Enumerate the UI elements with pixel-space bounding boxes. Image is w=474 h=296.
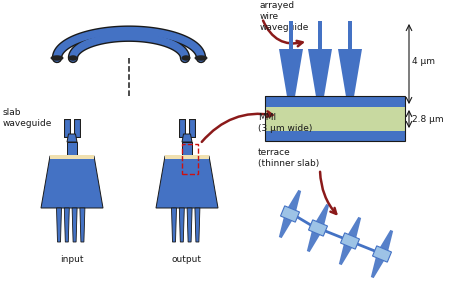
Ellipse shape	[194, 55, 208, 61]
Polygon shape	[309, 220, 328, 236]
Text: slab
waveguide: slab waveguide	[3, 108, 52, 128]
Polygon shape	[182, 134, 192, 142]
Polygon shape	[165, 155, 209, 159]
Bar	[182, 142, 192, 156]
Bar	[67, 142, 77, 156]
Bar	[318, 21, 322, 49]
Polygon shape	[339, 244, 352, 265]
Polygon shape	[373, 246, 392, 262]
Bar	[182, 144, 198, 174]
Polygon shape	[80, 208, 85, 242]
Polygon shape	[338, 49, 362, 107]
Text: 2.8 μm: 2.8 μm	[412, 115, 444, 123]
Bar	[265, 107, 405, 131]
Polygon shape	[50, 155, 94, 159]
Polygon shape	[279, 49, 303, 107]
Polygon shape	[279, 217, 292, 238]
Ellipse shape	[69, 55, 78, 61]
Polygon shape	[67, 134, 77, 142]
Polygon shape	[72, 208, 77, 242]
Text: arrayed
wire
waveguide: arrayed wire waveguide	[260, 1, 310, 32]
Text: terrace
(thinner slab): terrace (thinner slab)	[258, 148, 319, 168]
Polygon shape	[380, 230, 393, 251]
Polygon shape	[340, 233, 359, 249]
Polygon shape	[187, 208, 192, 242]
Polygon shape	[316, 204, 329, 225]
Ellipse shape	[182, 55, 191, 61]
Polygon shape	[195, 208, 200, 242]
Polygon shape	[348, 217, 361, 238]
Text: output: output	[172, 255, 202, 264]
Bar	[265, 96, 405, 141]
Polygon shape	[371, 257, 384, 278]
Polygon shape	[172, 208, 176, 242]
Bar	[265, 96, 405, 141]
Polygon shape	[308, 49, 332, 107]
Polygon shape	[179, 208, 184, 242]
Ellipse shape	[51, 55, 64, 61]
Polygon shape	[307, 231, 320, 252]
Bar	[289, 21, 293, 49]
Polygon shape	[156, 156, 218, 208]
Polygon shape	[56, 208, 62, 242]
Text: MMI
(3 μm wide): MMI (3 μm wide)	[258, 113, 312, 133]
Text: input: input	[60, 255, 84, 264]
Text: 4 μm: 4 μm	[412, 57, 435, 65]
Polygon shape	[288, 190, 301, 211]
Polygon shape	[64, 208, 69, 242]
Bar	[348, 21, 352, 49]
Polygon shape	[281, 206, 300, 222]
Polygon shape	[41, 156, 103, 208]
